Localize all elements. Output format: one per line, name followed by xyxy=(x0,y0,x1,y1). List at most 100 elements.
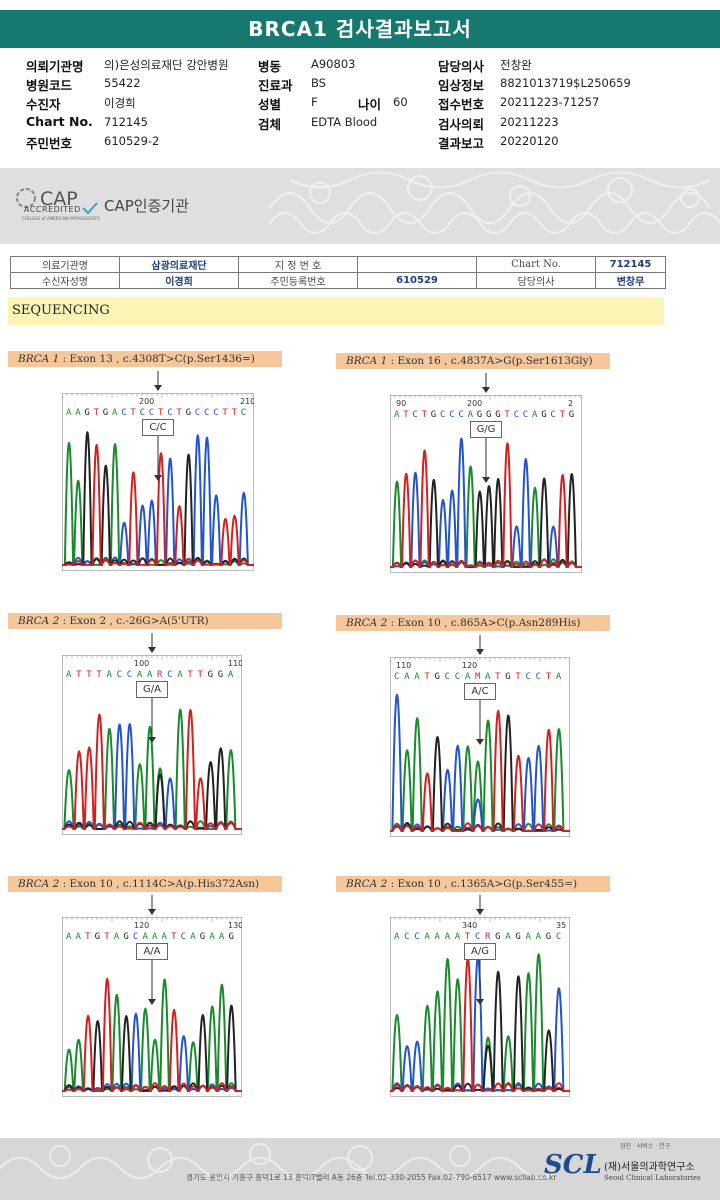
header-label: 담당의사 xyxy=(438,59,485,74)
base-letter: A xyxy=(147,670,153,680)
check-icon xyxy=(82,202,98,214)
chromatogram-frame xyxy=(62,393,254,571)
base-letter: A xyxy=(404,672,410,682)
position-number: 130 xyxy=(228,921,242,930)
base-letter: C xyxy=(458,410,463,420)
variant-arrow xyxy=(148,895,156,1005)
base-letter: A xyxy=(394,932,400,942)
base-letter: C xyxy=(440,410,445,420)
base-letter: C xyxy=(536,672,541,682)
base-letter: T xyxy=(424,672,430,682)
base-letter: T xyxy=(104,932,110,942)
arrow-head xyxy=(482,387,490,393)
variant-caption: BRCA 1 : Exon 13 , c.4308T>C(p.Ser1436=) xyxy=(8,351,282,367)
table-cell: 삼광의료재단 xyxy=(119,256,239,273)
cap-banner xyxy=(0,168,720,244)
position-number: 110 xyxy=(228,659,242,668)
arrow-head xyxy=(476,649,484,655)
base-letter: A xyxy=(228,670,234,680)
base-letter: G xyxy=(218,670,223,680)
genotype-call: G/G xyxy=(470,421,502,438)
base-letter: G xyxy=(434,672,439,682)
variant-caption: BRCA 2 : Exon 10 , c.1114C>A(p.His372Asn… xyxy=(8,876,282,892)
arrow-head xyxy=(476,909,484,915)
scl-tagline: 검진 · 서비스 · 연구 xyxy=(620,1143,671,1150)
variant-arrow xyxy=(476,635,484,745)
position-number: 210 xyxy=(240,397,254,406)
base-letter: G xyxy=(123,932,128,942)
table-cell xyxy=(357,256,477,273)
institution-table: 의료기관명 삼광의료재단 지 정 번 호 Chart No. 712145 수신… xyxy=(10,256,666,289)
report-title: BRCA1 검사결과보고서 xyxy=(0,10,720,48)
header-value: F xyxy=(311,95,318,109)
arrow-head xyxy=(148,909,156,915)
base-letter: T xyxy=(515,672,521,682)
base-letter: C xyxy=(167,670,172,680)
base-letter: G xyxy=(495,932,500,942)
arrow-head xyxy=(148,647,156,653)
position-number: 90 xyxy=(396,399,406,408)
scl-name-kr: (재)서울의과학연구소 xyxy=(604,1162,695,1173)
trace-T xyxy=(62,443,254,566)
base-letter: T xyxy=(76,670,82,680)
base-letter: A xyxy=(505,932,511,942)
base-letter: C xyxy=(526,672,531,682)
variant-caption: BRCA 1 : Exon 16 , c.4837A>G(p.Ser1613Gl… xyxy=(336,353,610,369)
chromatogram-frame xyxy=(390,395,582,573)
base-letter: C xyxy=(394,672,399,682)
genotype-call: C/C xyxy=(142,419,174,436)
base-letter: C xyxy=(167,408,172,418)
base-letter: A xyxy=(162,932,168,942)
base-letter: T xyxy=(495,672,501,682)
base-letter: T xyxy=(171,932,177,942)
table-cell: 수신자성명 xyxy=(10,272,120,289)
header-label: 검사의뢰 xyxy=(438,117,485,132)
arrow-head xyxy=(148,999,156,1005)
arrow-head xyxy=(148,737,156,743)
variant-text: : Exon 10 , c.865A>C(p.Asn289His) xyxy=(387,617,581,629)
base-letter: G xyxy=(546,932,551,942)
base-letter: C xyxy=(204,408,209,418)
base-letter: A xyxy=(142,932,148,942)
position-number: 110 xyxy=(396,661,411,670)
base-letter: T xyxy=(198,670,204,680)
base-letter: C xyxy=(213,408,218,418)
base-letter: C xyxy=(149,408,154,418)
base-letter: R xyxy=(485,932,491,942)
base-letter: A xyxy=(455,932,461,942)
base-letter: C xyxy=(556,932,561,942)
base-letter: C xyxy=(121,408,126,418)
header-label: 병원코드 xyxy=(26,78,73,93)
footer-address: 경기도 용인시 기흥구 흥덕1로 13 흥덕IT밸리 A동 26층 Tel.02… xyxy=(186,1173,557,1182)
cap-logo-icon xyxy=(16,188,36,208)
base-letter: T xyxy=(176,408,182,418)
header-label: 나이 xyxy=(358,97,382,112)
base-letter: C xyxy=(414,932,419,942)
base-letter: C xyxy=(195,408,200,418)
header-value: 610529-2 xyxy=(104,134,160,148)
base-letter: A xyxy=(177,670,183,680)
base-letter: G xyxy=(84,408,89,418)
base-letter: G xyxy=(495,410,500,420)
header-label: 진료과 xyxy=(258,78,293,93)
header-label: 결과보고 xyxy=(438,136,485,151)
base-letter: A xyxy=(526,932,532,942)
base-letter: C xyxy=(127,670,132,680)
base-letter: G xyxy=(200,932,205,942)
base-letter: A xyxy=(112,408,118,418)
header-label: 수진자 xyxy=(26,97,61,112)
base-letter: A xyxy=(465,672,471,682)
base-letter: T xyxy=(546,672,552,682)
base-letter: T xyxy=(232,408,238,418)
cap-institution-label: CAP인증기관 xyxy=(104,197,189,215)
base-letter: A xyxy=(114,932,120,942)
base-letter: A xyxy=(394,410,400,420)
base-letter: A xyxy=(485,672,491,682)
base-letter: A xyxy=(424,932,430,942)
genotype-call: A/G xyxy=(464,943,496,960)
base-letter: T xyxy=(403,410,409,420)
base-letter: C xyxy=(455,672,460,682)
base-letter: T xyxy=(85,932,91,942)
trace-T xyxy=(390,958,570,1092)
scl-logo: SCL xyxy=(544,1150,602,1180)
